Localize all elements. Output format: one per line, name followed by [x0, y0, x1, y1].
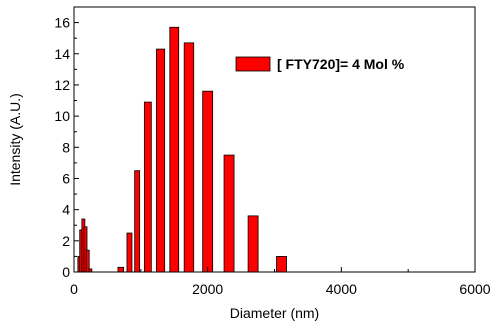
bar	[143, 101, 152, 273]
y-tick-label: 2	[62, 233, 70, 249]
x-tick-label: 4000	[326, 281, 357, 297]
bar	[117, 266, 125, 273]
x-tick-label: 6000	[459, 281, 490, 297]
bar	[126, 232, 133, 273]
x-axis-title: Diameter (nm)	[230, 305, 319, 321]
bar	[134, 170, 141, 273]
y-tick-label: 4	[62, 202, 70, 218]
bar	[156, 48, 166, 273]
legend-label: [ FTY720]= 4 Mol %	[277, 56, 405, 72]
y-tick-label: 8	[62, 139, 70, 155]
y-tick-label: 14	[54, 46, 70, 62]
bar	[247, 215, 259, 273]
y-tick-label: 6	[62, 170, 70, 186]
y-tick-label: 16	[54, 15, 70, 31]
y-axis-title: Intensity (A.U.)	[7, 93, 23, 186]
x-tick-label: 0	[70, 281, 78, 297]
legend-swatch	[235, 56, 271, 72]
y-tick-label: 10	[54, 108, 70, 124]
legend: [ FTY720]= 4 Mol %	[235, 56, 405, 72]
axis-ticks: 0 2000 4000 6000 0 2 4 6 8 10 12 14 16	[54, 15, 490, 297]
bar	[276, 256, 287, 273]
bar	[202, 90, 214, 273]
bar	[223, 154, 235, 273]
bar	[169, 26, 180, 273]
x-tick-label: 2000	[192, 281, 223, 297]
bar	[183, 42, 195, 273]
plot-frame	[73, 6, 476, 273]
y-tick-label: 12	[54, 77, 70, 93]
y-tick-label: 0	[62, 264, 70, 280]
bar-series	[77, 26, 287, 273]
